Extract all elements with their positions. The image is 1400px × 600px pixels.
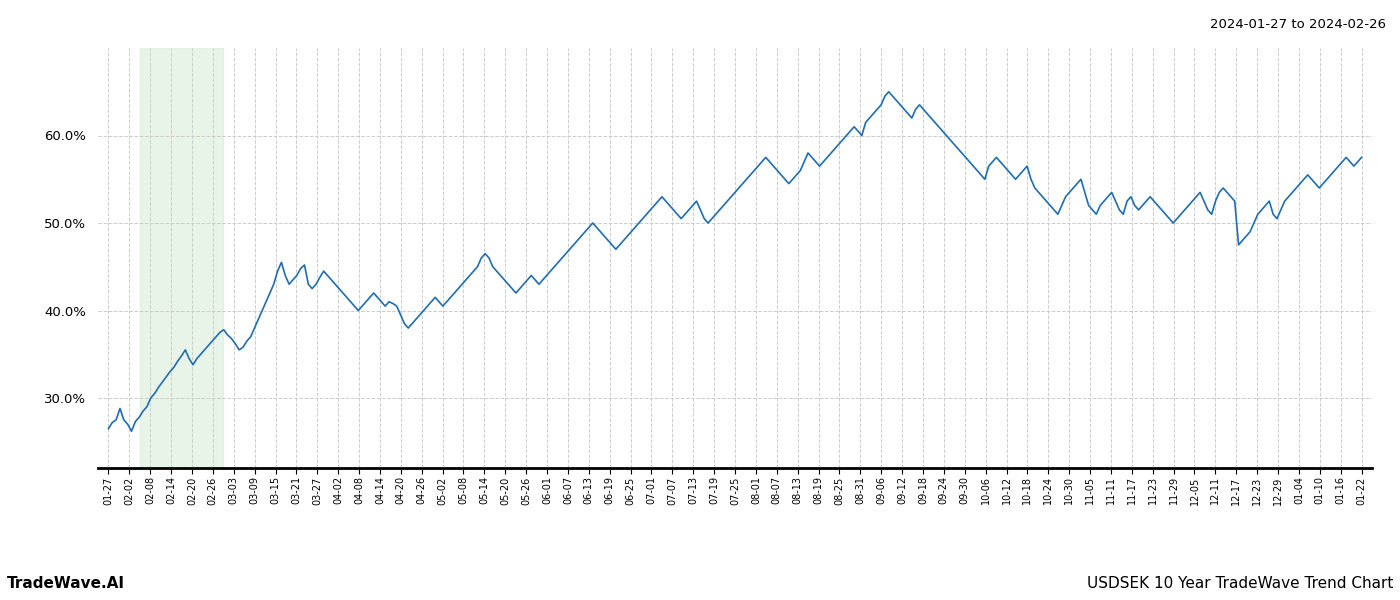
Text: 2024-01-27 to 2024-02-26: 2024-01-27 to 2024-02-26 xyxy=(1210,18,1386,31)
Text: USDSEK 10 Year TradeWave Trend Chart: USDSEK 10 Year TradeWave Trend Chart xyxy=(1086,576,1393,591)
Text: TradeWave.AI: TradeWave.AI xyxy=(7,576,125,591)
Bar xyxy=(140,48,224,468)
